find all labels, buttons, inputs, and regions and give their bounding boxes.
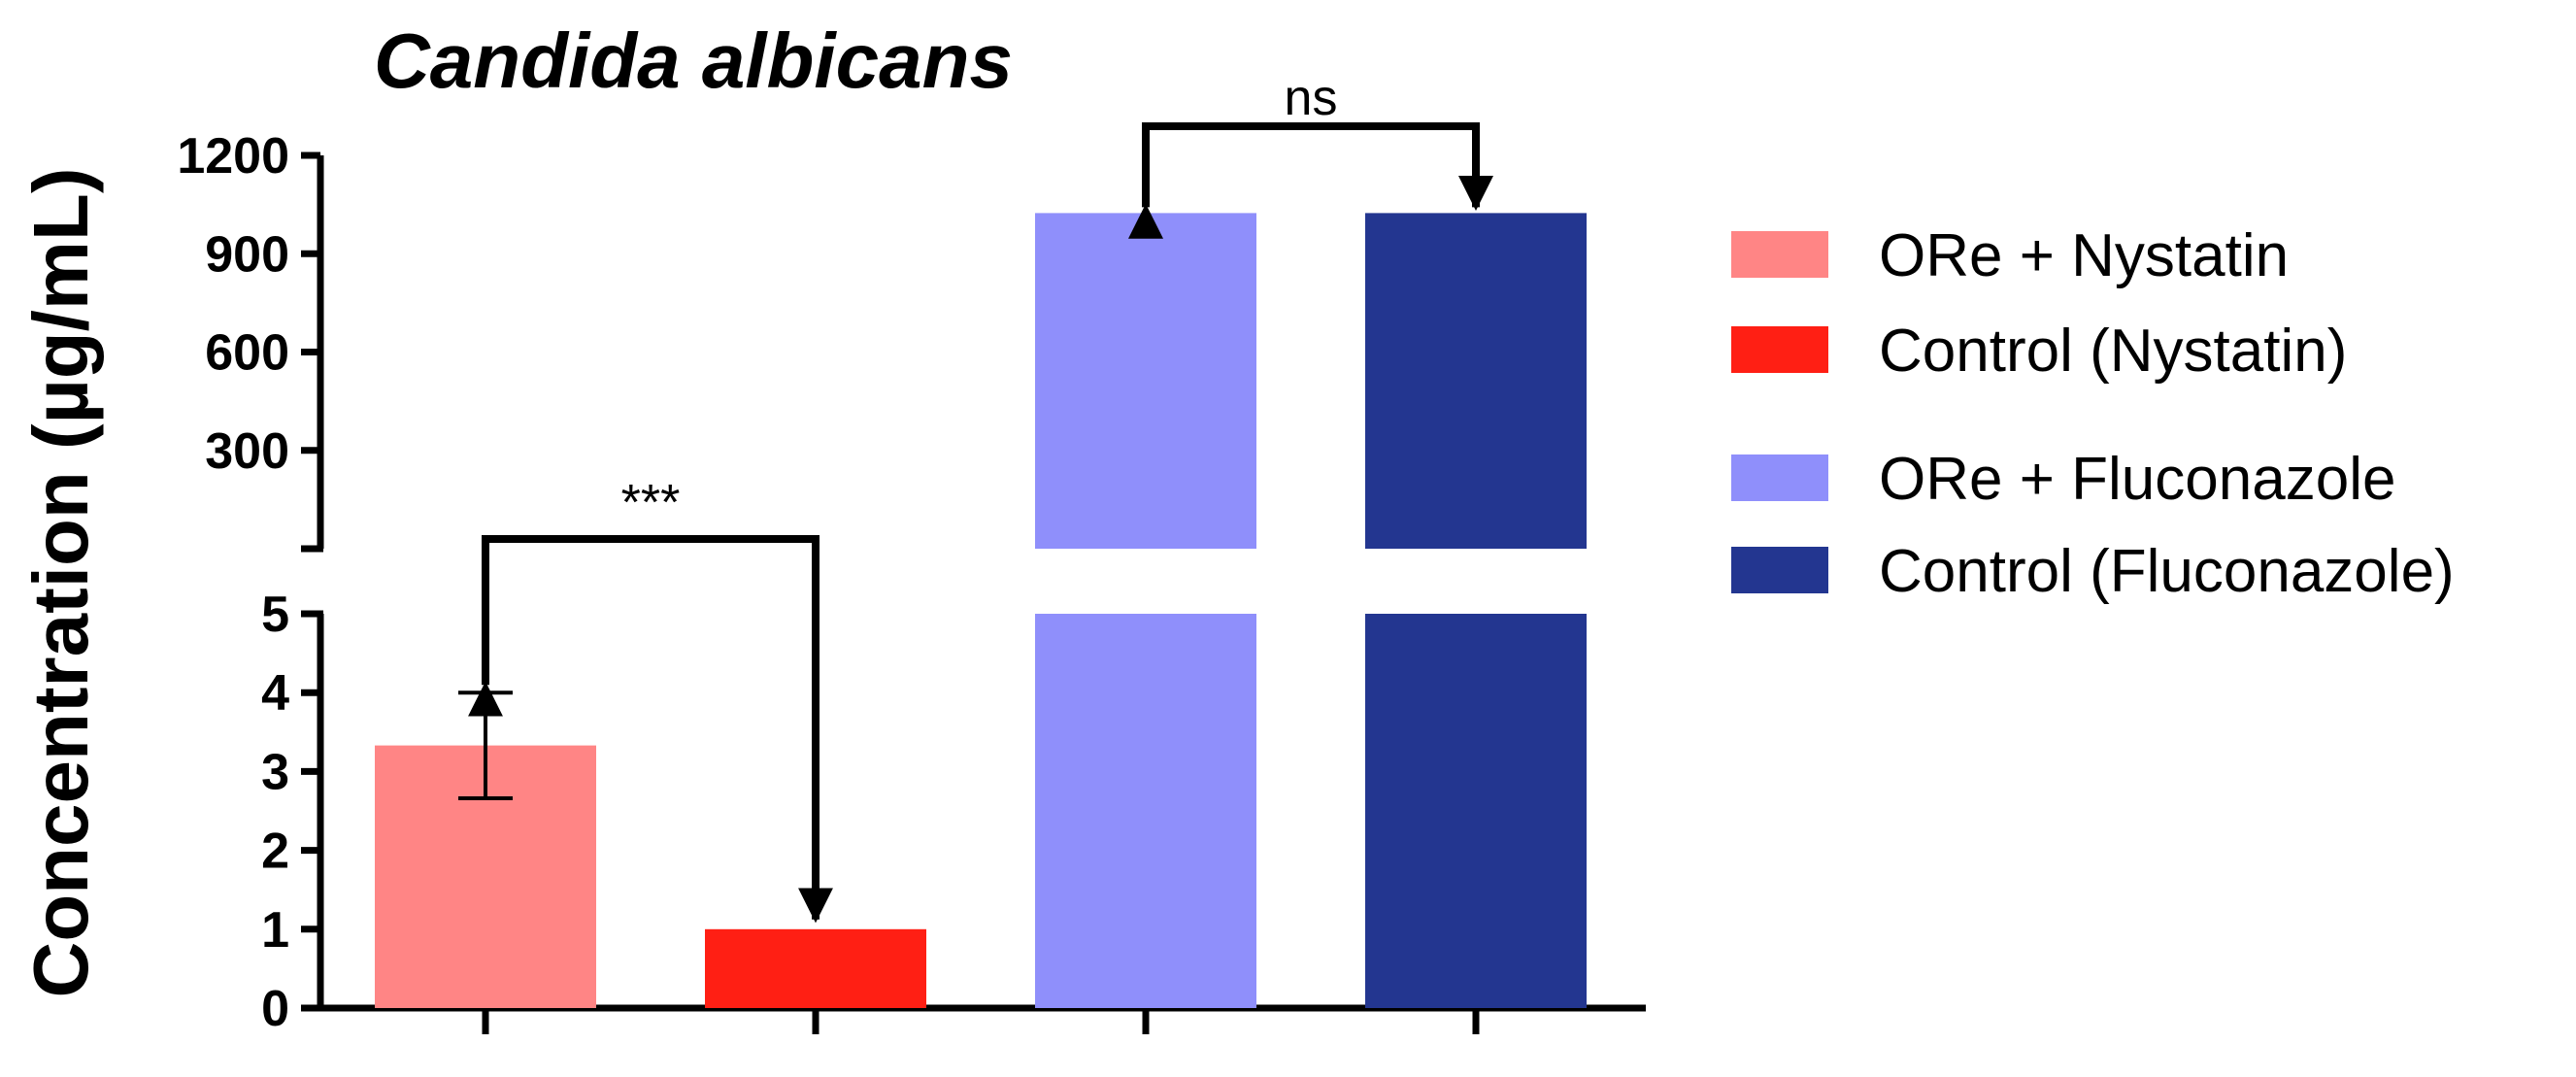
legend-swatch — [1731, 454, 1828, 501]
y-tick-label: 1 — [261, 902, 289, 959]
legend-label: Control (Fluconazole) — [1879, 538, 2455, 605]
legend-swatch — [1731, 231, 1828, 278]
comparison-bracket — [1128, 122, 1493, 239]
legend-label: Control (Nystatin) — [1879, 318, 2347, 385]
legend-swatch — [1731, 326, 1828, 373]
y-tick-label: 1200 — [177, 128, 289, 185]
y-tick-label: 600 — [205, 325, 289, 382]
bar-upper-segment — [1035, 213, 1256, 549]
y-tick-label: 300 — [205, 423, 289, 480]
bars — [375, 213, 1587, 1008]
y-ticks: 0 1 2 3 4 5 300 600 900 1200 — [177, 128, 320, 1037]
y-tick-label: 3 — [261, 744, 289, 800]
y-tick-label: 5 — [261, 587, 289, 643]
legend-label: ORe + Fluconazole — [1879, 446, 2395, 513]
y-axis-label: Concentration (µg/mL) — [17, 168, 104, 998]
significance-annotations: *** ns — [468, 70, 1493, 924]
legend-swatch — [1731, 547, 1828, 593]
significance-label: ns — [1285, 70, 1338, 126]
bar-upper-segment — [1365, 213, 1587, 549]
y-tick-label: 4 — [261, 665, 289, 722]
legend-label: ORe + Nystatin — [1879, 222, 2289, 289]
y-tick-label: 0 — [261, 981, 289, 1037]
bar-lower-segment — [1035, 614, 1256, 1008]
significance-label: *** — [621, 475, 681, 531]
y-tick-label: 2 — [261, 824, 289, 880]
chart-title: Candida albicans — [374, 17, 1013, 104]
bar — [705, 928, 926, 1008]
comparison-bracket — [468, 535, 833, 924]
legend: ORe + Nystatin Control (Nystatin) ORe + Fl… — [1731, 222, 2455, 605]
bar-lower-segment — [1365, 614, 1587, 1008]
y-tick-label: 900 — [205, 226, 289, 283]
